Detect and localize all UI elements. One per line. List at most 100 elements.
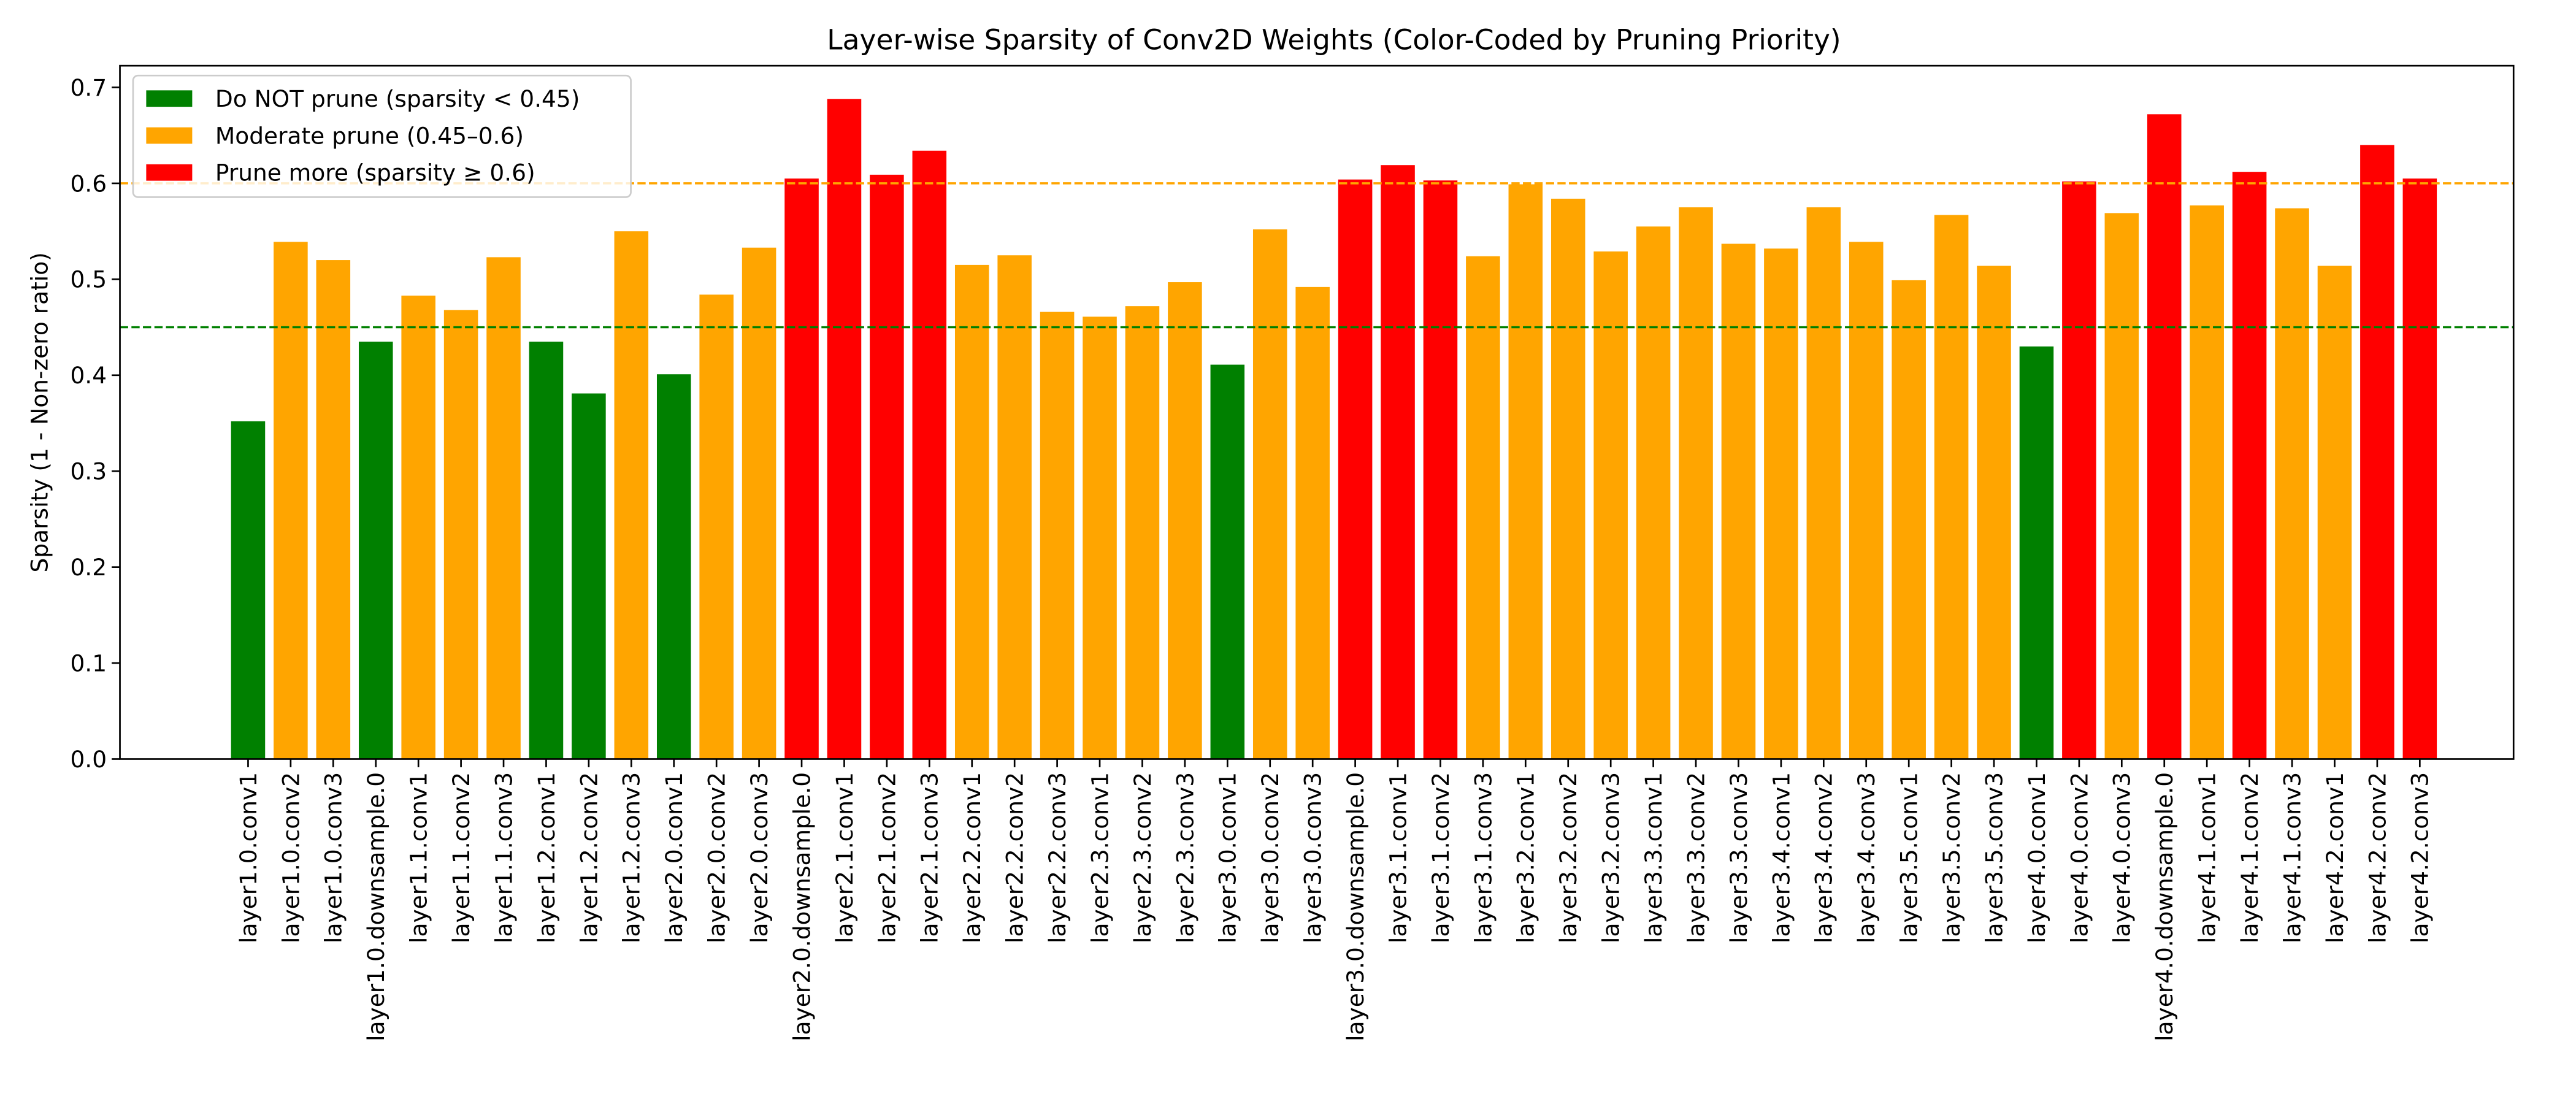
x-tick-label: layer4.2.conv1 <box>2321 772 2348 943</box>
x-tick-label: layer1.1.conv1 <box>405 772 432 943</box>
plot-frame <box>119 64 2515 760</box>
bar <box>529 342 564 759</box>
bar <box>1977 266 2011 759</box>
x-tick-label: layer2.2.conv3 <box>1044 772 1071 943</box>
x-tick-label: layer1.0.conv3 <box>320 772 347 943</box>
x-tick-label: layer3.2.conv3 <box>1598 772 1625 943</box>
x-tick-label: layer3.0.conv3 <box>1300 772 1327 943</box>
x-tick-label: layer2.1.conv3 <box>916 772 943 943</box>
bar <box>1125 306 1160 759</box>
y-tick-label: 0.4 <box>70 362 107 389</box>
y-tick-label: 0.6 <box>70 170 107 197</box>
x-tick-label: layer3.0.downsample.0 <box>1342 772 1369 1041</box>
x-tick-label: layer1.0.downsample.0 <box>362 772 389 1041</box>
x-tick-label: layer3.3.conv1 <box>1640 772 1667 943</box>
x-tick-label: layer4.1.conv1 <box>2194 772 2221 943</box>
bar <box>486 257 521 759</box>
bar <box>1508 184 1543 759</box>
bar <box>1338 179 1373 759</box>
bar <box>614 231 649 759</box>
x-tick-label: layer4.0.conv3 <box>2109 772 2136 943</box>
bar <box>699 294 734 759</box>
x-tick-label: layer3.4.conv1 <box>1768 772 1795 943</box>
x-tick-label: layer3.0.conv1 <box>1214 772 1241 943</box>
bar <box>1551 198 1585 759</box>
legend-swatch <box>146 90 193 107</box>
x-tick-label: layer4.2.conv2 <box>2364 772 2391 943</box>
x-tick-label: layer2.1.conv1 <box>831 772 858 943</box>
x-tick-label: layer2.2.conv1 <box>959 772 986 943</box>
x-tick-label: layer1.1.conv3 <box>490 772 517 943</box>
bar <box>2062 181 2096 759</box>
x-tick-label: layer1.2.conv1 <box>533 772 560 943</box>
x-tick-label: layer3.0.conv2 <box>1257 772 1284 943</box>
bar <box>1934 215 1969 759</box>
bar <box>1168 282 1202 759</box>
x-tick-label: layer2.2.conv2 <box>1002 772 1029 943</box>
bar <box>572 393 606 759</box>
bar <box>1295 286 1330 759</box>
x-tick-label: layer4.1.conv2 <box>2236 772 2263 943</box>
bar <box>954 264 989 759</box>
x-tick-label: layer2.0.conv1 <box>661 772 688 943</box>
bar <box>2317 266 2352 759</box>
x-tick-label: layer3.5.conv3 <box>1980 772 2007 943</box>
x-tick-label: layer3.3.conv2 <box>1682 772 1709 943</box>
bar <box>870 174 904 759</box>
bar <box>2190 205 2224 759</box>
bar <box>2402 178 2437 759</box>
bar <box>2104 213 2139 759</box>
x-tick-label: layer4.2.conv3 <box>2407 772 2434 943</box>
x-tick-label: layer1.2.conv2 <box>575 772 602 943</box>
y-tick-label: 0.3 <box>70 458 107 485</box>
bar <box>1083 316 1117 759</box>
bar <box>742 247 776 759</box>
bar <box>912 150 947 759</box>
y-tick-label: 0.0 <box>70 746 107 773</box>
y-tick-label: 0.2 <box>70 554 107 581</box>
bar <box>1892 280 1926 759</box>
bar <box>401 295 435 759</box>
legend-label: Prune more (sparsity ≥ 0.6) <box>215 159 535 186</box>
x-tick-label: layer4.0.downsample.0 <box>2151 772 2178 1041</box>
bar <box>1593 251 1628 759</box>
x-tick-label: layer3.1.conv3 <box>1470 772 1497 943</box>
bar <box>656 374 691 759</box>
x-tick-label: layer3.1.conv2 <box>1427 772 1454 943</box>
bar <box>1423 180 1458 759</box>
x-tick-label: layer3.1.conv1 <box>1384 772 1411 943</box>
x-tick-label: layer2.0.conv3 <box>746 772 773 943</box>
x-tick-label: layer4.0.conv2 <box>2066 772 2093 943</box>
x-tick-label: layer2.0.downsample.0 <box>788 772 815 1041</box>
bar <box>2147 114 2182 759</box>
x-tick-label: layer1.0.conv1 <box>235 772 262 943</box>
bar <box>1252 229 1287 759</box>
x-tick-label: layer3.5.conv2 <box>1938 772 1965 943</box>
bar <box>1466 256 1500 759</box>
bar <box>1849 242 1884 759</box>
bar <box>1381 165 1415 759</box>
chart-title: Layer-wise Sparsity of Conv2D Weights (C… <box>827 23 1841 56</box>
legend-label: Do NOT prune (sparsity < 0.45) <box>215 85 580 112</box>
bar <box>443 310 478 759</box>
legend-label: Moderate prune (0.45–0.6) <box>215 122 524 149</box>
legend-box <box>132 74 632 198</box>
bar <box>827 99 862 759</box>
y-tick-label: 0.1 <box>70 650 107 677</box>
x-tick-label: layer1.1.conv2 <box>448 772 475 943</box>
bar <box>1040 312 1075 759</box>
x-tick-label: layer2.3.conv1 <box>1086 772 1113 943</box>
x-tick-label: layer2.0.conv2 <box>703 772 730 943</box>
x-tick-label: layer2.3.conv3 <box>1171 772 1198 943</box>
x-tick-label: layer3.4.conv3 <box>1853 772 1880 943</box>
x-tick-label: layer3.2.conv1 <box>1512 772 1539 943</box>
bar <box>1806 207 1841 759</box>
bar <box>1679 207 1713 759</box>
bar <box>274 242 308 759</box>
x-tick-label: layer3.3.conv3 <box>1725 772 1752 943</box>
x-tick-label: layer4.0.conv1 <box>2023 772 2050 943</box>
bar <box>2360 145 2394 759</box>
bar <box>2019 346 2054 759</box>
y-tick-label: 0.7 <box>70 74 107 101</box>
